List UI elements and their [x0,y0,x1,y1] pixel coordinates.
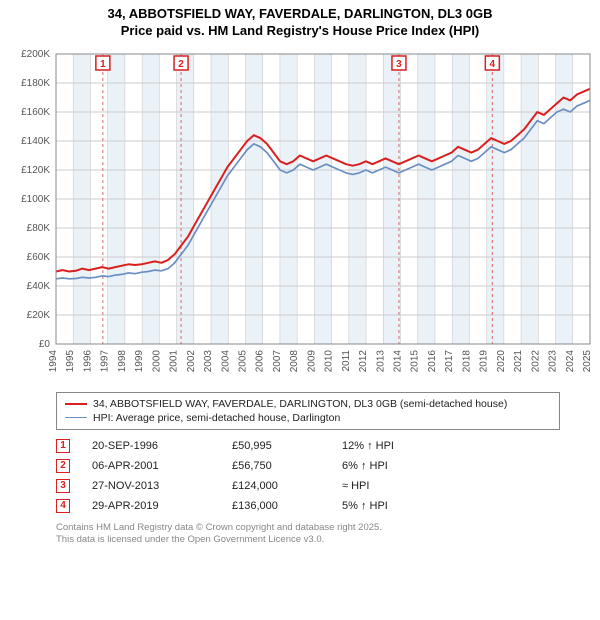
sales-row: 2 06-APR-2001£56,7506% ↑ HPI [56,456,560,476]
svg-text:2008: 2008 [289,349,300,372]
svg-text:2024: 2024 [565,349,576,372]
svg-text:£160K: £160K [21,107,50,118]
svg-text:2020: 2020 [496,349,507,372]
legend-label: HPI: Average price, semi-detached house,… [93,412,340,424]
sale-date: 20-SEP-1996 [92,440,232,452]
sale-price: £50,995 [232,440,342,452]
svg-text:2002: 2002 [186,349,197,372]
sale-price: £136,000 [232,500,342,512]
svg-text:2021: 2021 [513,349,524,372]
svg-text:2018: 2018 [461,349,472,372]
svg-text:2: 2 [178,59,184,70]
svg-text:2013: 2013 [375,349,386,372]
svg-text:£140K: £140K [21,136,50,147]
title-line-1: 34, ABBOTSFIELD WAY, FAVERDALE, DARLINGT… [10,6,590,23]
legend-box: 34, ABBOTSFIELD WAY, FAVERDALE, DARLINGT… [56,392,560,430]
svg-text:2022: 2022 [530,349,541,372]
svg-text:1994: 1994 [48,349,59,372]
svg-text:1997: 1997 [100,349,111,372]
svg-text:2016: 2016 [427,349,438,372]
legend-swatch [65,403,87,405]
svg-text:2017: 2017 [444,349,455,372]
title-block: 34, ABBOTSFIELD WAY, FAVERDALE, DARLINGT… [0,0,600,44]
svg-text:2012: 2012 [358,349,369,372]
footer: Contains HM Land Registry data © Crown c… [56,522,560,547]
svg-text:2005: 2005 [237,349,248,372]
svg-text:£40K: £40K [27,281,51,292]
svg-text:4: 4 [490,59,496,70]
sales-row: 1 20-SEP-1996£50,99512% ↑ HPI [56,436,560,456]
svg-text:2023: 2023 [548,349,559,372]
svg-text:£20K: £20K [27,310,51,321]
sales-row: 4 29-APR-2019£136,0005% ↑ HPI [56,496,560,516]
sale-date: 06-APR-2001 [92,460,232,472]
sale-price: £124,000 [232,480,342,492]
sale-price: £56,750 [232,460,342,472]
svg-text:2007: 2007 [272,349,283,372]
sale-date: 29-APR-2019 [92,500,232,512]
svg-text:1995: 1995 [65,349,76,372]
svg-text:£60K: £60K [27,252,51,263]
svg-text:£200K: £200K [21,49,50,60]
svg-text:2009: 2009 [306,349,317,372]
svg-text:1996: 1996 [82,349,93,372]
sale-delta: 12% ↑ HPI [342,440,560,452]
svg-text:£100K: £100K [21,194,50,205]
sale-marker-badge: 3 [56,479,70,493]
svg-text:£120K: £120K [21,165,50,176]
page-root: 34, ABBOTSFIELD WAY, FAVERDALE, DARLINGT… [0,0,600,546]
svg-text:2019: 2019 [479,349,490,372]
sale-marker-badge: 2 [56,459,70,473]
svg-text:2015: 2015 [410,349,421,372]
svg-text:2001: 2001 [169,349,180,372]
svg-text:2004: 2004 [220,349,231,372]
footer-line-2: This data is licensed under the Open Gov… [56,534,560,546]
sale-marker-badge: 1 [56,439,70,453]
title-line-2: Price paid vs. HM Land Registry's House … [10,23,590,40]
chart-area: £0 £20K £40K £60K £80K £100K £120K £140K £160K £1… [0,44,600,384]
legend-row: 34, ABBOTSFIELD WAY, FAVERDALE, DARLINGT… [65,397,551,411]
footer-line-1: Contains HM Land Registry data © Crown c… [56,522,560,534]
svg-text:2006: 2006 [255,349,266,372]
svg-text:£180K: £180K [21,78,50,89]
svg-text:£80K: £80K [27,223,51,234]
sale-delta: 5% ↑ HPI [342,500,560,512]
svg-text:2010: 2010 [324,349,335,372]
svg-text:2003: 2003 [203,349,214,372]
chart-svg: £0 £20K £40K £60K £80K £100K £120K £140K £160K £1… [0,44,600,384]
sale-delta: 6% ↑ HPI [342,460,560,472]
svg-text:2000: 2000 [151,349,162,372]
sales-row: 3 27-NOV-2013£124,000≈ HPI [56,476,560,496]
sale-date: 27-NOV-2013 [92,480,232,492]
legend-row: HPI: Average price, semi-detached house,… [65,411,551,425]
svg-text:£0: £0 [39,339,51,350]
legend-swatch [65,417,87,418]
sale-marker-badge: 4 [56,499,70,513]
svg-text:3: 3 [396,59,402,70]
svg-text:1999: 1999 [134,349,145,372]
svg-text:1: 1 [100,59,106,70]
svg-text:2011: 2011 [341,349,352,371]
sale-delta: ≈ HPI [342,480,560,492]
sales-table: 1 20-SEP-1996£50,99512% ↑ HPI 2 06-APR-2001… [56,436,560,516]
legend-label: 34, ABBOTSFIELD WAY, FAVERDALE, DARLINGT… [93,398,507,410]
svg-text:1998: 1998 [117,349,128,372]
svg-text:2014: 2014 [393,349,404,372]
svg-text:2025: 2025 [582,349,593,372]
